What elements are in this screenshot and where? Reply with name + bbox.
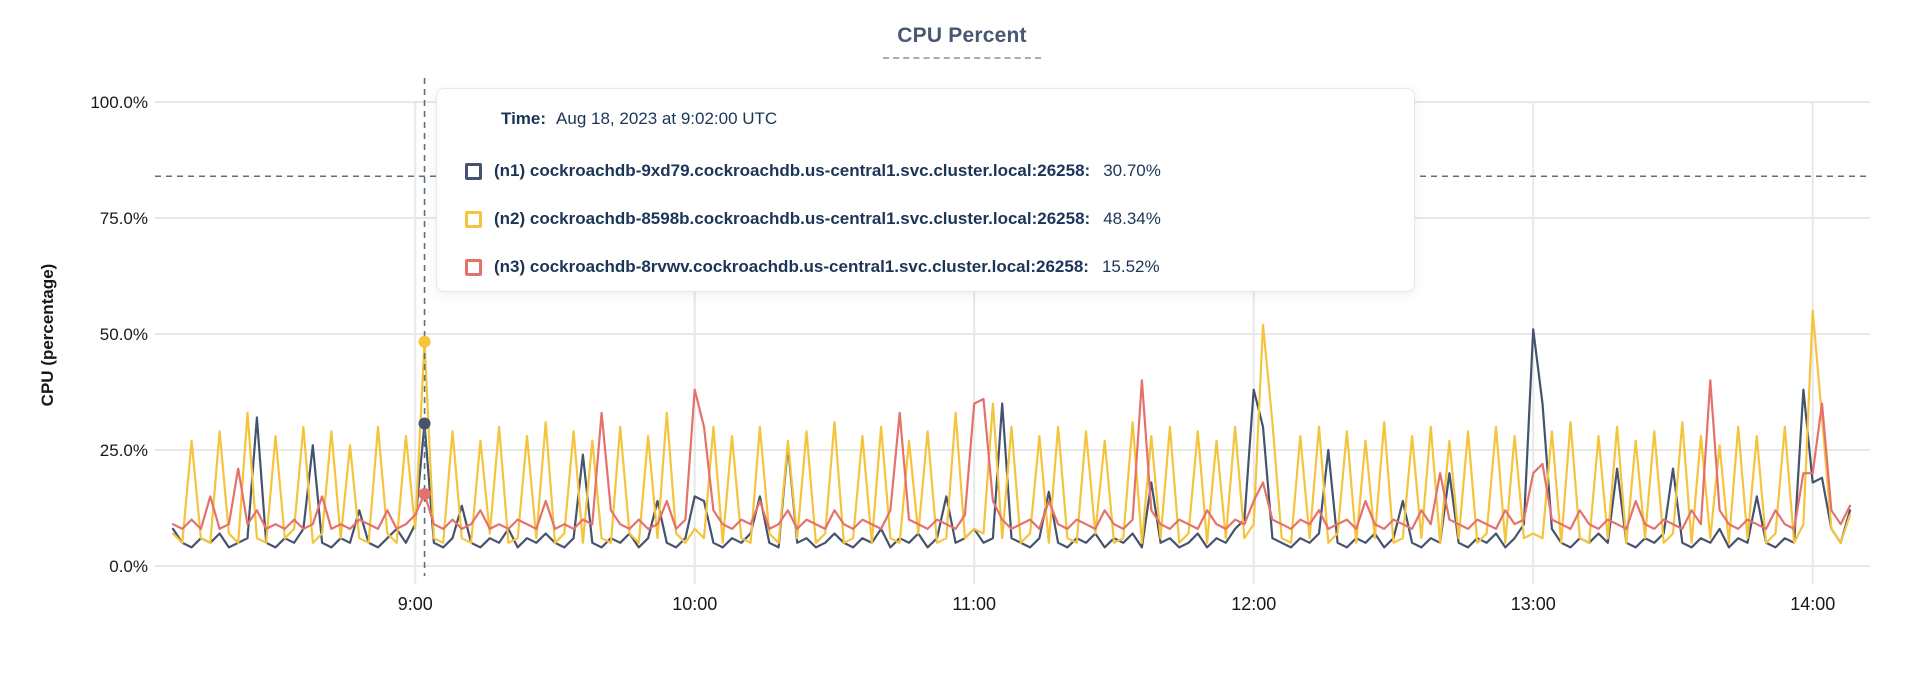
hover-dot-n1 [418,417,431,430]
series-line-n2[interactable] [171,309,1852,544]
series-swatch-n2 [465,210,482,228]
x-tick-label: 9:00 [398,594,433,614]
series-line-n1[interactable] [171,328,1852,549]
series-swatch-n3 [465,258,482,276]
tooltip-series-list: (n1) cockroachdb-9xd79.cockroachdb.us-ce… [465,158,1394,280]
series-name: (n3) cockroachdb-8rvwv.cockroachdb.us-ce… [494,257,1089,276]
y-tick-label: 50.0% [100,325,148,344]
chart-title[interactable]: CPU Percent [883,24,1041,59]
tooltip-time-row: Time: Aug 18, 2023 at 9:02:00 UTC [501,106,1394,132]
series-swatch-n1 [465,162,482,180]
x-tick-label: 14:00 [1790,594,1835,614]
series-hover-value: 30.70% [1103,161,1161,180]
series-name: (n2) cockroachdb-8598b.cockroachdb.us-ce… [494,209,1091,228]
chart-header: CPU Percent [0,24,1924,59]
hover-dot-n2 [418,335,431,348]
series-hover-value: 48.34% [1103,209,1161,228]
hover-dot-n3 [418,487,431,500]
tooltip-time-value: Aug 18, 2023 at 9:02:00 UTC [556,109,778,128]
y-tick-label: 0.0% [109,557,148,576]
y-tick-label: 75.0% [100,209,148,228]
y-tick-label: 100.0% [90,93,148,112]
series-line-n3[interactable] [171,379,1852,531]
x-tick-label: 13:00 [1511,594,1556,614]
tooltip-series-row-n3: (n3) cockroachdb-8rvwv.cockroachdb.us-ce… [465,254,1394,280]
chart-hover-tooltip: Time: Aug 18, 2023 at 9:02:00 UTC (n1) c… [436,88,1415,292]
series-hover-value: 15.52% [1101,257,1160,276]
y-axis-title: CPU (percentage) [38,263,57,407]
tooltip-series-row-n2: (n2) cockroachdb-8598b.cockroachdb.us-ce… [465,206,1394,232]
tooltip-series-row-n1: (n1) cockroachdb-9xd79.cockroachdb.us-ce… [465,158,1394,184]
series-name: (n1) cockroachdb-9xd79.cockroachdb.us-ce… [494,161,1091,180]
tooltip-time-label: Time: [501,109,547,128]
x-tick-label: 12:00 [1231,594,1276,614]
y-tick-label: 25.0% [100,441,148,460]
x-tick-label: 11:00 [952,594,996,614]
x-tick-label: 10:00 [672,594,717,614]
